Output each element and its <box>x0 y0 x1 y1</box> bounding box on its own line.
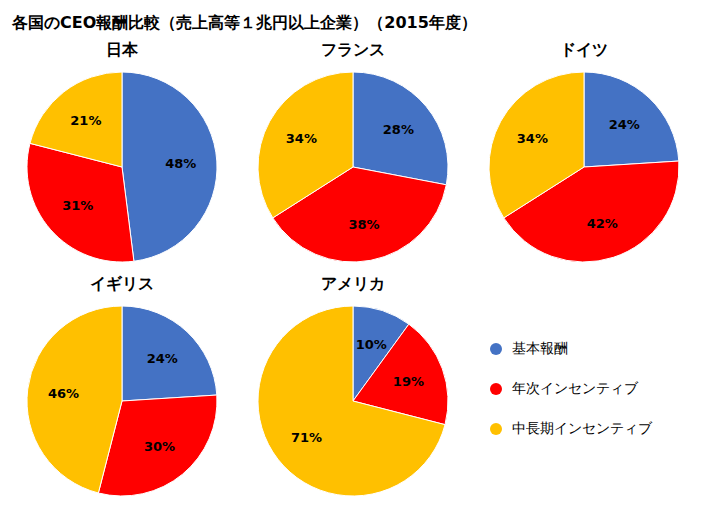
svg-text:30%: 30% <box>144 439 175 454</box>
svg-text:34%: 34% <box>286 131 317 146</box>
html-text:各国のCEO報酬比較（売上高等１兆円以上企業）（2015年度: 各国のCEO報酬比較（売上高等１兆円以上企業）（2015年度） <box>12 13 477 32</box>
html-text:日本: 日本 <box>106 40 138 59</box>
svg-text:10%: 10% <box>356 337 387 352</box>
html-text:ドイツ: ドイツ <box>560 40 608 59</box>
svg-text:71%: 71% <box>291 430 322 445</box>
html-text:アメリカ: アメリカ <box>321 274 385 293</box>
html-text:年次インセンティブ: 年次インセンティブ <box>512 380 638 396</box>
html-text:中長期インセンティブ: 中長期インセンティブ <box>512 420 652 436</box>
svg-text:19%: 19% <box>393 374 424 389</box>
svg-text:42%: 42% <box>587 216 618 231</box>
svg-text:38%: 38% <box>348 217 379 232</box>
html-text:基本報酬: 基本報酬 <box>512 340 568 356</box>
html-text:イギリス: イギリス <box>90 274 154 293</box>
svg-text:46%: 46% <box>48 386 79 401</box>
svg-text:24%: 24% <box>609 117 640 132</box>
svg-text:24%: 24% <box>147 351 178 366</box>
html-text:フランス: フランス <box>321 40 385 59</box>
svg-text:31%: 31% <box>62 198 93 213</box>
svg-text:28%: 28% <box>383 122 414 137</box>
svg-text:48%: 48% <box>165 156 196 171</box>
svg-text:21%: 21% <box>70 113 101 128</box>
svg-text:34%: 34% <box>517 131 548 146</box>
